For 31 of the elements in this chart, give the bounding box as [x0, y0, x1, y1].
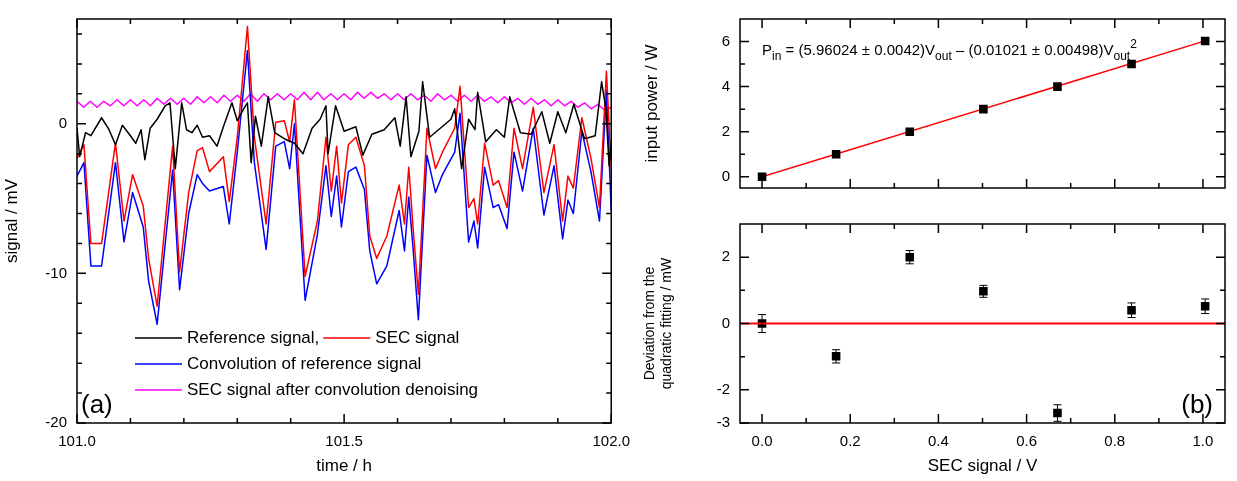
x-tick-label: 0.2	[839, 432, 861, 450]
x-tick-label: 0.4	[927, 432, 949, 450]
y-tick-label: 0	[721, 313, 730, 331]
y-tick-label: -3	[716, 413, 730, 431]
y-tick-label: 2	[721, 247, 730, 265]
y-axis-title: Deviation from the quadratic fitting / mW	[641, 256, 675, 390]
y-tick-label: 0	[58, 113, 67, 131]
x-tick-label: 1.0	[1192, 432, 1214, 450]
legend-label: SEC signal	[375, 327, 460, 347]
legend-label: Reference signal,	[187, 327, 320, 347]
x-tick-label: 0.6	[1016, 432, 1038, 450]
x-axis-title: SEC signal / V	[927, 456, 1038, 476]
y-axis-title: signal / mV	[1, 178, 21, 264]
legend-label: SEC signal after convolution denoising	[187, 379, 479, 399]
x-tick-label: 0.8	[1104, 432, 1126, 450]
legend-label: Convolution of reference signal	[187, 353, 422, 373]
y-tick-label: 6	[721, 31, 730, 49]
y-tick-label: 0	[721, 166, 730, 184]
y-tick-label: 4	[721, 76, 730, 94]
annotation: (a)	[81, 389, 113, 419]
y-tick-label: 2	[721, 121, 730, 139]
y-tick-label: -2	[716, 379, 730, 397]
y-axis-title: input power / W	[641, 44, 661, 163]
x-axis-title: time / h	[316, 456, 372, 476]
y-tick-label: -20	[45, 413, 67, 431]
x-tick-label: 0.0	[751, 432, 773, 450]
x-tick-label: 101.5	[325, 432, 363, 450]
x-tick-label: 102.0	[592, 432, 631, 450]
annotation: (b)	[1181, 389, 1213, 419]
x-tick-label: 101.0	[58, 432, 96, 450]
y-tick-label: -10	[45, 263, 67, 281]
